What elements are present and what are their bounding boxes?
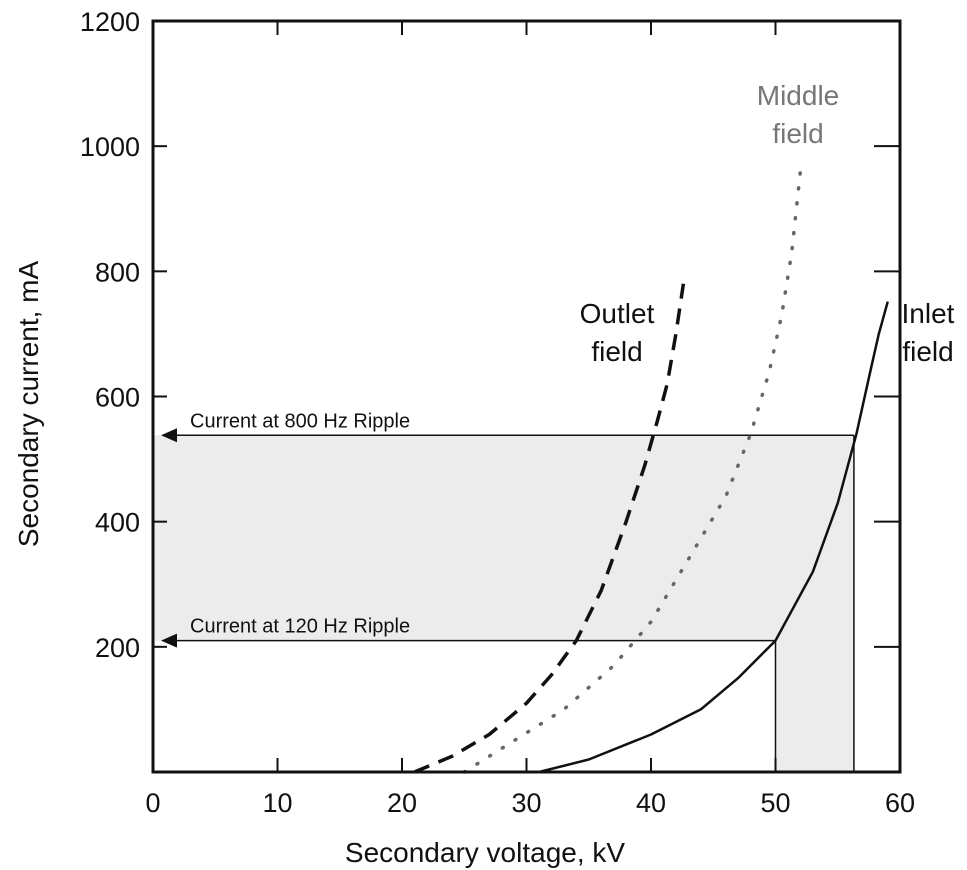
x-axis-title: Secondary voltage, kV	[345, 837, 625, 868]
series-line-outlet-field	[413, 283, 686, 774]
x-tick-label: 60	[885, 788, 915, 818]
y-tick-label: 200	[95, 633, 140, 663]
y-tick-label: 1200	[80, 7, 140, 37]
y-axis-title: Secondary current, mA	[13, 261, 44, 548]
x-tick-label: 20	[387, 788, 417, 818]
y-tick-label: 400	[95, 508, 140, 538]
tick-labels: 0 10 20 30 40 50 60 200 400 600 800 1000 1200	[80, 7, 915, 818]
axis-ticks	[153, 21, 900, 772]
series-label-outlet-field-line0: Outlet	[580, 298, 655, 329]
shaded-area	[153, 435, 854, 772]
x-tick-label: 30	[511, 788, 541, 818]
y-tick-label: 800	[95, 257, 140, 287]
x-tick-label: 50	[760, 788, 790, 818]
series-curves	[413, 169, 889, 774]
y-tick-label: 1000	[80, 132, 140, 162]
ripple-current-lines	[161, 428, 855, 772]
ripple-label-1: Current at 120 Hz Ripple	[190, 616, 410, 638]
x-tick-label: 10	[262, 788, 292, 818]
series-label-middle-field-line0: Middle	[757, 80, 839, 111]
x-tick-label: 0	[145, 788, 160, 818]
series-line-inlet-field	[537, 301, 889, 774]
ripple-annotation-labels: Current at 800 Hz Ripple Current at 120 H…	[190, 410, 410, 637]
series-label-inlet-field-line0: Inlet	[902, 298, 955, 329]
series-label-inlet-field-line1: field	[902, 336, 953, 367]
shaded-ripple-region	[153, 435, 854, 772]
series-labels: Outlet field Middle field Inlet field	[580, 80, 955, 367]
x-tick-label: 40	[636, 788, 666, 818]
y-tick-label: 600	[95, 383, 140, 413]
series-label-outlet-field-line1: field	[591, 336, 642, 367]
ripple-label-0: Current at 800 Hz Ripple	[190, 410, 410, 432]
arrowhead-0	[161, 428, 177, 443]
arrowhead-1	[161, 633, 177, 648]
series-label-middle-field-line1: field	[772, 118, 823, 149]
